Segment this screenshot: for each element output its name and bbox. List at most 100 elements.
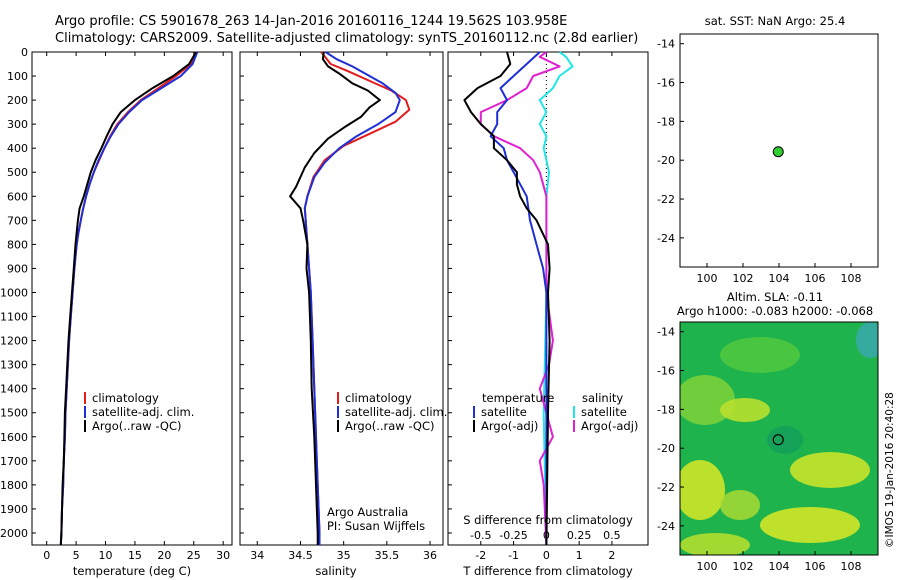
sal-diff-tick-label: 0.25 [567, 529, 592, 542]
temperature-axes [31, 51, 233, 546]
salinity-xlabel: salinity [315, 564, 356, 578]
depth-tick-label: 2000 [0, 527, 28, 540]
x-tick-label: 10 [99, 549, 113, 562]
depth-tick-label: 0 [21, 46, 28, 59]
x-tick-label: 25 [187, 549, 201, 562]
diff-legend-sal-title: salinity [582, 391, 623, 405]
map-x-tick-label: 102 [733, 272, 754, 285]
map-x-tick-label: 104 [769, 560, 790, 573]
x-tick-label: 36 [423, 549, 437, 562]
x-tick-label: 1 [576, 549, 583, 562]
temperature-legend: climatology satellite-adj. clim. Argo(..… [84, 391, 194, 433]
depth-tick-label: 400 [7, 142, 28, 155]
panel-temperature: 0100200300400500600700800900100011001200… [0, 46, 233, 578]
depth-tick-label: 1600 [0, 431, 28, 444]
sla-patch [680, 533, 750, 555]
salinity-axes [239, 51, 444, 546]
sal-diff-tick-label: -0.25 [499, 529, 527, 542]
map-y-tick-label: -24 [657, 232, 675, 245]
difference-top-label: S difference from climatology [463, 513, 633, 527]
temperature-xlabel: temperature (deg C) [73, 564, 191, 578]
sla-patch [790, 452, 870, 488]
map-x-tick-label: 106 [805, 560, 826, 573]
salinity-credit2: PI: Susan Wijffels [327, 519, 425, 533]
salinity-credit1: Argo Australia [327, 505, 408, 519]
difference-legend: temperature satellite Argo(-adj) salinit… [473, 391, 638, 433]
depth-tick-label: 600 [7, 190, 28, 203]
difference-xlabel: T difference from climatology [462, 564, 633, 578]
map-y-tick-label: -20 [657, 442, 675, 455]
map-y-tick-label: -24 [657, 520, 675, 533]
temp-diff-line-argo [463, 51, 551, 546]
temp-line-argo [59, 51, 197, 546]
map-y-tick-label: -14 [657, 326, 675, 339]
map-y-tick-label: -14 [657, 38, 675, 51]
x-tick-label: 15 [128, 549, 142, 562]
depth-tick-label: 1900 [0, 503, 28, 516]
depth-tick-label: 900 [7, 262, 28, 275]
x-tick-label: -2 [475, 549, 486, 562]
panel-difference: -2 -1 0 1 2 -0.5 -0.25 0 0.25 0.5 temperature sa… [447, 51, 649, 578]
x-tick-label: 30 [216, 549, 230, 562]
map-y-tick-label: -20 [657, 154, 675, 167]
map-x-tick-label: 108 [841, 560, 862, 573]
sla-map-title2: Argo h1000: -0.083 h2000: -0.068 [677, 304, 873, 318]
x-tick-label: 35.5 [375, 549, 400, 562]
panel-salinity: 34 34.5 35 35.5 36 climatology satellite-adj… [239, 51, 447, 578]
map-x-tick-label: 100 [697, 560, 718, 573]
diff-legend-temp-argo: Argo(-adj) [481, 419, 538, 433]
sal-legend-clim: climatology [345, 391, 412, 405]
sla-patch [767, 426, 803, 454]
temp-legend-argo: Argo(..raw -QC) [92, 419, 182, 433]
sla-patch [680, 460, 725, 520]
diff-legend-temp-title: temperature [482, 391, 554, 405]
sla-map-title1: Altim. SLA: -0.11 [727, 290, 823, 304]
depth-tick-label: 1500 [0, 407, 28, 420]
temp-diff-line-satellite [489, 51, 548, 545]
x-tick-label: 5 [73, 549, 80, 562]
map-y-tick-label: -16 [657, 77, 675, 90]
depth-tick-label: 1200 [0, 335, 28, 348]
sla-patch [760, 507, 860, 543]
header-line2: Climatology: CARS2009. Satellite-adjuste… [55, 31, 638, 46]
sla-argo-marker [772, 434, 784, 446]
sla-patch [856, 322, 878, 358]
header-line1: Argo profile: CS 5901678_263 14-Jan-2016… [55, 14, 567, 29]
map-y-tick-label: -22 [657, 193, 675, 206]
panel-sst-map: sat. SST: NaN Argo: 25.4 100 102 104 106 108… [657, 14, 879, 285]
depth-tick-label: 1700 [0, 455, 28, 468]
x-tick-label: 20 [157, 549, 171, 562]
x-tick-label: 34.5 [288, 549, 313, 562]
temp-legend-sat: satellite-adj. clim. [92, 405, 194, 419]
sla-patch [720, 337, 800, 373]
sal-line-satellite [303, 51, 401, 545]
sal-legend-argo: Argo(..raw -QC) [345, 419, 435, 433]
temp-legend-clim: climatology [92, 391, 159, 405]
x-tick-label: -1 [508, 549, 519, 562]
sal-legend-sat: satellite-adj. clim. [345, 405, 447, 419]
x-tick-label: 35 [337, 549, 351, 562]
x-tick-label: 0 [543, 549, 550, 562]
sla-patch [720, 490, 760, 520]
x-tick-label: 34 [250, 549, 264, 562]
sal-diff-tick-label: -0.5 [470, 529, 491, 542]
map-x-tick-label: 106 [805, 272, 826, 285]
sst-map-title: sat. SST: NaN Argo: 25.4 [705, 14, 846, 28]
sla-field [680, 322, 878, 555]
map-y-tick-label: -22 [657, 481, 675, 494]
depth-tick-label: 1000 [0, 286, 28, 299]
diff-legend-temp-sat: satellite [481, 405, 527, 419]
map-y-tick-label: -18 [657, 403, 675, 416]
depth-tick-label: 1800 [0, 479, 28, 492]
depth-tick-label: 1300 [0, 359, 28, 372]
panel-sla-map: Altim. SLA: -0.11 Argo h1000: -0.083 h20… [657, 290, 879, 573]
sst-argo-marker [772, 146, 784, 158]
depth-tick-label: 800 [7, 238, 28, 251]
map-y-tick-label: -18 [657, 115, 675, 128]
map-x-tick-label: 100 [697, 272, 718, 285]
salinity-legend: climatology satellite-adj. clim. Argo(..… [337, 391, 447, 433]
map-y-tick-label: -16 [657, 365, 675, 378]
sla-patch [720, 398, 770, 422]
imos-stamp: ©IMOS 19-Jan-2016 20:40:28 [884, 392, 896, 548]
